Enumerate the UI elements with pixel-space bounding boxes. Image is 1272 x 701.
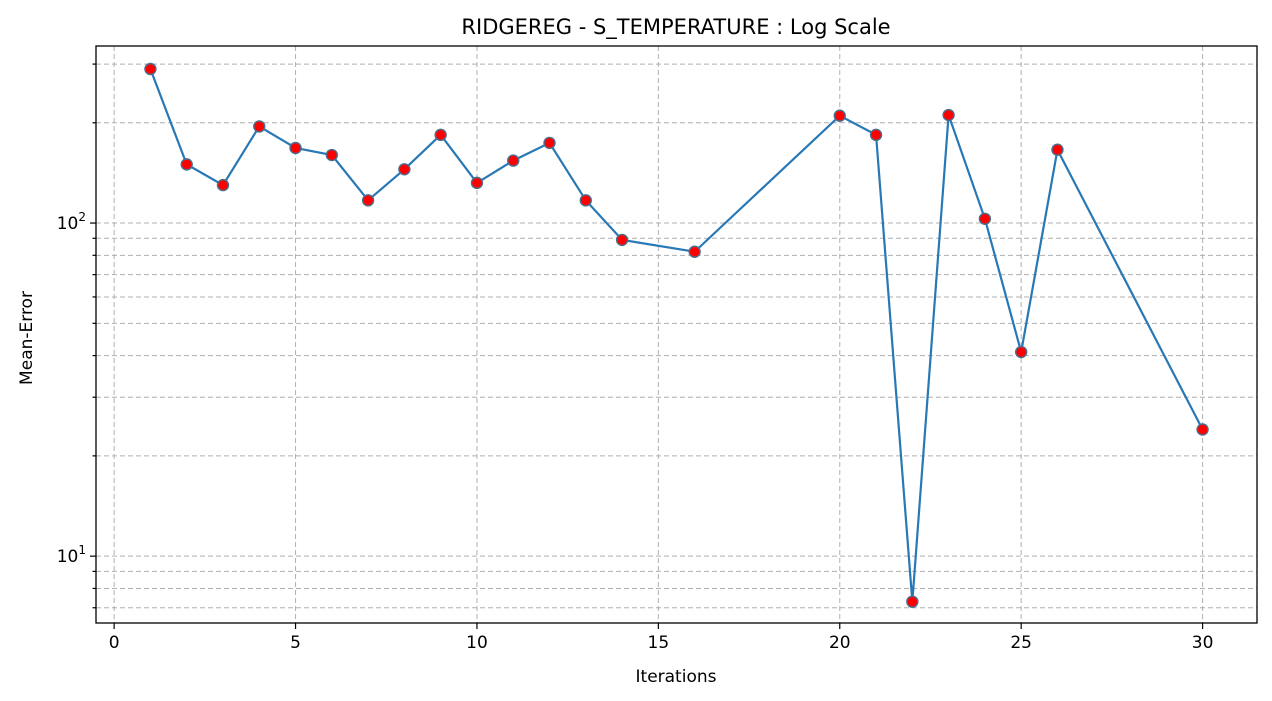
- x-tick-label: 25: [1010, 633, 1032, 653]
- data-point: [579, 194, 592, 207]
- x-tick-label: 10: [466, 633, 488, 653]
- x-tick-label: 20: [829, 633, 851, 653]
- axis-ticks: 0 5 10 15 20 25 30 101 102: [57, 63, 1214, 653]
- series-layer: [144, 62, 1209, 608]
- x-tick-label: 0: [109, 633, 120, 653]
- data-point: [906, 595, 919, 608]
- y-tick-label: 101: [57, 543, 86, 567]
- data-point: [543, 136, 556, 150]
- data-point: [180, 158, 193, 171]
- data-point: [144, 62, 157, 76]
- data-point: [253, 120, 266, 133]
- data-point: [434, 128, 447, 142]
- data-point: [978, 212, 992, 225]
- data-point: [942, 108, 955, 122]
- data-point: [1196, 423, 1209, 436]
- data-point: [470, 176, 484, 190]
- plot-frame: [95, 45, 1258, 624]
- data-point: [325, 148, 339, 162]
- data-point: [833, 109, 846, 122]
- x-tick-label: 5: [290, 633, 301, 653]
- data-point: [615, 233, 629, 247]
- data-point: [1014, 345, 1028, 359]
- x-tick-label: 15: [648, 633, 670, 653]
- data-point: [507, 154, 520, 167]
- grid: [96, 46, 1257, 623]
- data-point: [1051, 143, 1064, 156]
- data-point: [869, 128, 883, 142]
- data-point: [398, 163, 411, 176]
- y-axis-label: Mean-Error: [17, 291, 37, 385]
- data-point: [216, 178, 230, 192]
- data-point: [688, 245, 701, 258]
- x-axis-label: Iterations: [636, 667, 717, 687]
- chart-title: RIDGEREG - S_TEMPERATURE : Log Scale: [461, 15, 890, 40]
- data-point: [289, 141, 302, 155]
- y-tick-label: 102: [57, 210, 86, 234]
- x-tick-label: 30: [1192, 633, 1214, 653]
- data-point: [361, 194, 375, 207]
- series-line: [149, 68, 1204, 602]
